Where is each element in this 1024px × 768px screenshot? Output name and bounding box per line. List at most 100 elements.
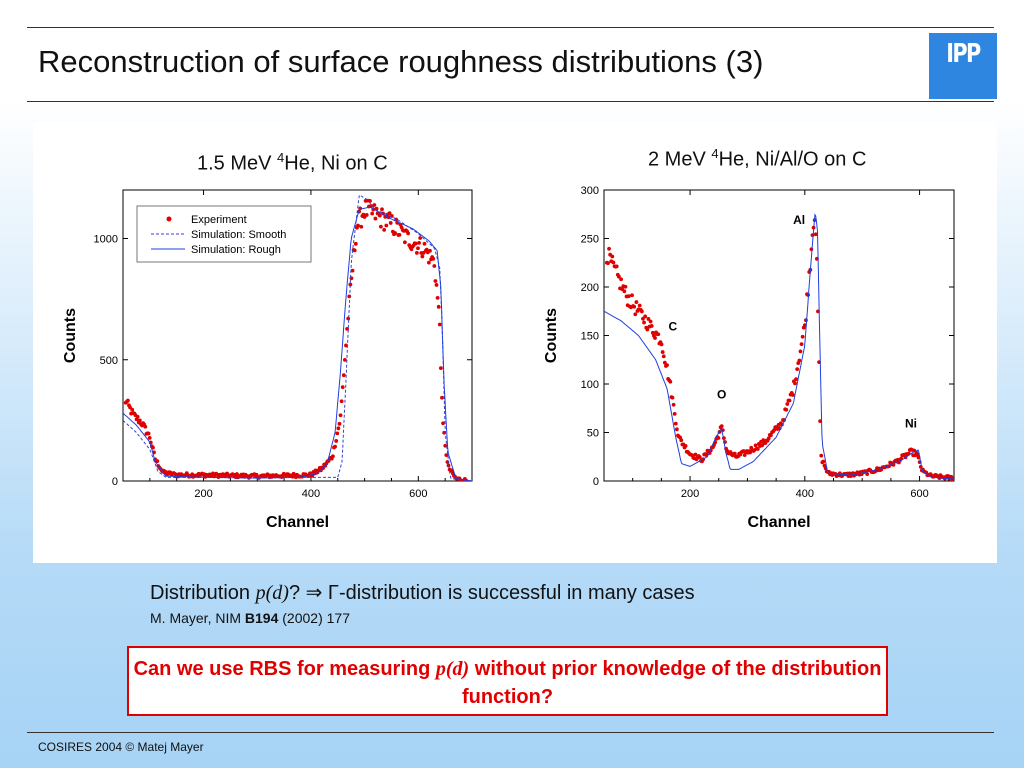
experiment-point	[634, 300, 639, 304]
experiment-point	[146, 431, 151, 436]
experiment-point	[761, 438, 766, 443]
experiment-point	[769, 433, 773, 438]
experiment-point	[373, 216, 378, 221]
experiment-point	[668, 379, 673, 384]
distribution-note: Distribution p(d)? ⇒ Γ-distribution is s…	[150, 582, 695, 604]
y-tick-label: 100	[581, 379, 599, 391]
experiment-point	[766, 436, 771, 441]
y-tick-label: 50	[587, 428, 599, 440]
experiment-point	[742, 453, 747, 458]
experiment-point	[653, 336, 657, 340]
experiment-point	[335, 431, 340, 436]
experiment-point	[697, 455, 702, 460]
experiment-point	[384, 223, 389, 228]
experiment-point	[648, 319, 653, 324]
experiment-point	[414, 250, 419, 255]
legend-label: Experiment	[191, 214, 247, 226]
experiment-point	[143, 424, 148, 429]
y-tick-label: 200	[581, 282, 599, 294]
experiment-point	[671, 402, 676, 407]
figure-panel: 1.5 MeV 4He, Ni on C 2 MeV 4He, Ni/Al/O …	[33, 122, 997, 563]
experiment-point	[819, 453, 824, 458]
experiment-point	[422, 241, 427, 246]
y-axis-label: Counts	[543, 308, 560, 363]
y-tick-label: 250	[581, 234, 599, 246]
x-tick-label: 200	[681, 488, 699, 500]
chart-1-title: 1.5 MeV 4He, Ni on C	[197, 150, 388, 175]
experiment-point	[235, 472, 239, 476]
x-tick-label: 600	[910, 488, 928, 500]
plot-area	[604, 213, 954, 481]
experiment-point	[444, 453, 449, 458]
experiment-point	[338, 413, 343, 418]
y-tick-label: 500	[100, 355, 118, 367]
experiment-point	[809, 247, 814, 252]
experiment-point	[642, 320, 646, 325]
experiment-point	[794, 377, 798, 382]
experiment-point	[656, 332, 661, 337]
experiment-point	[416, 246, 420, 251]
experiment-point	[798, 349, 803, 354]
experiment-point	[659, 342, 664, 347]
experiment-point	[732, 451, 737, 456]
experiment-point	[622, 289, 627, 294]
experiment-point	[428, 248, 432, 253]
experiment-point	[433, 279, 438, 283]
experiment-point	[790, 393, 795, 397]
experiment-point	[633, 312, 638, 317]
question-text: Can we use RBS for measuring p(d) withou…	[133, 658, 882, 708]
x-axis-label: Channel	[747, 514, 810, 531]
experiment-point	[432, 264, 437, 268]
experiment-point	[753, 443, 758, 448]
experiment-point	[413, 241, 418, 246]
experiment-point	[388, 221, 393, 225]
experiment-point	[353, 241, 358, 246]
y-tick-label: 300	[581, 185, 599, 197]
experiment-point	[434, 283, 439, 287]
experiment-point	[431, 256, 436, 261]
experiment-point	[611, 260, 616, 265]
experiment-point	[348, 282, 353, 287]
chart-1-plot: 200 400 600 0 500 1000 Channel Counts Experiment…	[62, 189, 473, 531]
experiment-point	[155, 459, 160, 464]
experiment-point	[137, 418, 142, 423]
experiment-point	[340, 385, 345, 390]
experiment-point	[382, 228, 387, 232]
experiment-point	[665, 363, 669, 367]
experiment-point	[397, 232, 402, 237]
experiment-point	[333, 444, 337, 449]
slide-title: Reconstruction of surface roughness dist…	[38, 44, 764, 79]
experiment-point	[606, 261, 610, 266]
experiment-point	[352, 248, 357, 253]
y-axis-label: Counts	[62, 308, 79, 363]
experiment-point	[813, 232, 818, 237]
legend-label: Simulation: Smooth	[191, 229, 286, 241]
question-box: Can we use RBS for measuring p(d) withou…	[127, 646, 888, 716]
experiment-point	[346, 316, 351, 321]
experiment-point	[125, 398, 130, 403]
experiment-point	[420, 254, 425, 259]
x-tick-label: 200	[194, 488, 212, 500]
experiment-point	[915, 452, 920, 457]
experiment-point	[810, 233, 815, 237]
experiment-point	[693, 452, 698, 457]
experiment-point	[804, 318, 808, 323]
x-tick-label: 400	[796, 488, 814, 500]
experiment-point	[436, 304, 441, 309]
experiment-point	[147, 436, 152, 440]
experiment-point	[637, 303, 642, 308]
experiment-point	[334, 439, 339, 443]
plot-area	[123, 194, 472, 481]
experiment-point	[799, 342, 804, 347]
experiment-point	[441, 421, 445, 426]
experiment-point	[343, 357, 347, 362]
experiment-point	[402, 240, 407, 245]
experiment-point	[660, 350, 665, 354]
x-axis-label: Channel	[266, 514, 329, 531]
experiment-point	[446, 463, 451, 468]
experiment-point	[800, 334, 805, 339]
title-rule	[27, 101, 994, 102]
experiment-point	[716, 436, 721, 440]
experiment-point	[785, 402, 790, 406]
experiment-point	[755, 447, 760, 451]
